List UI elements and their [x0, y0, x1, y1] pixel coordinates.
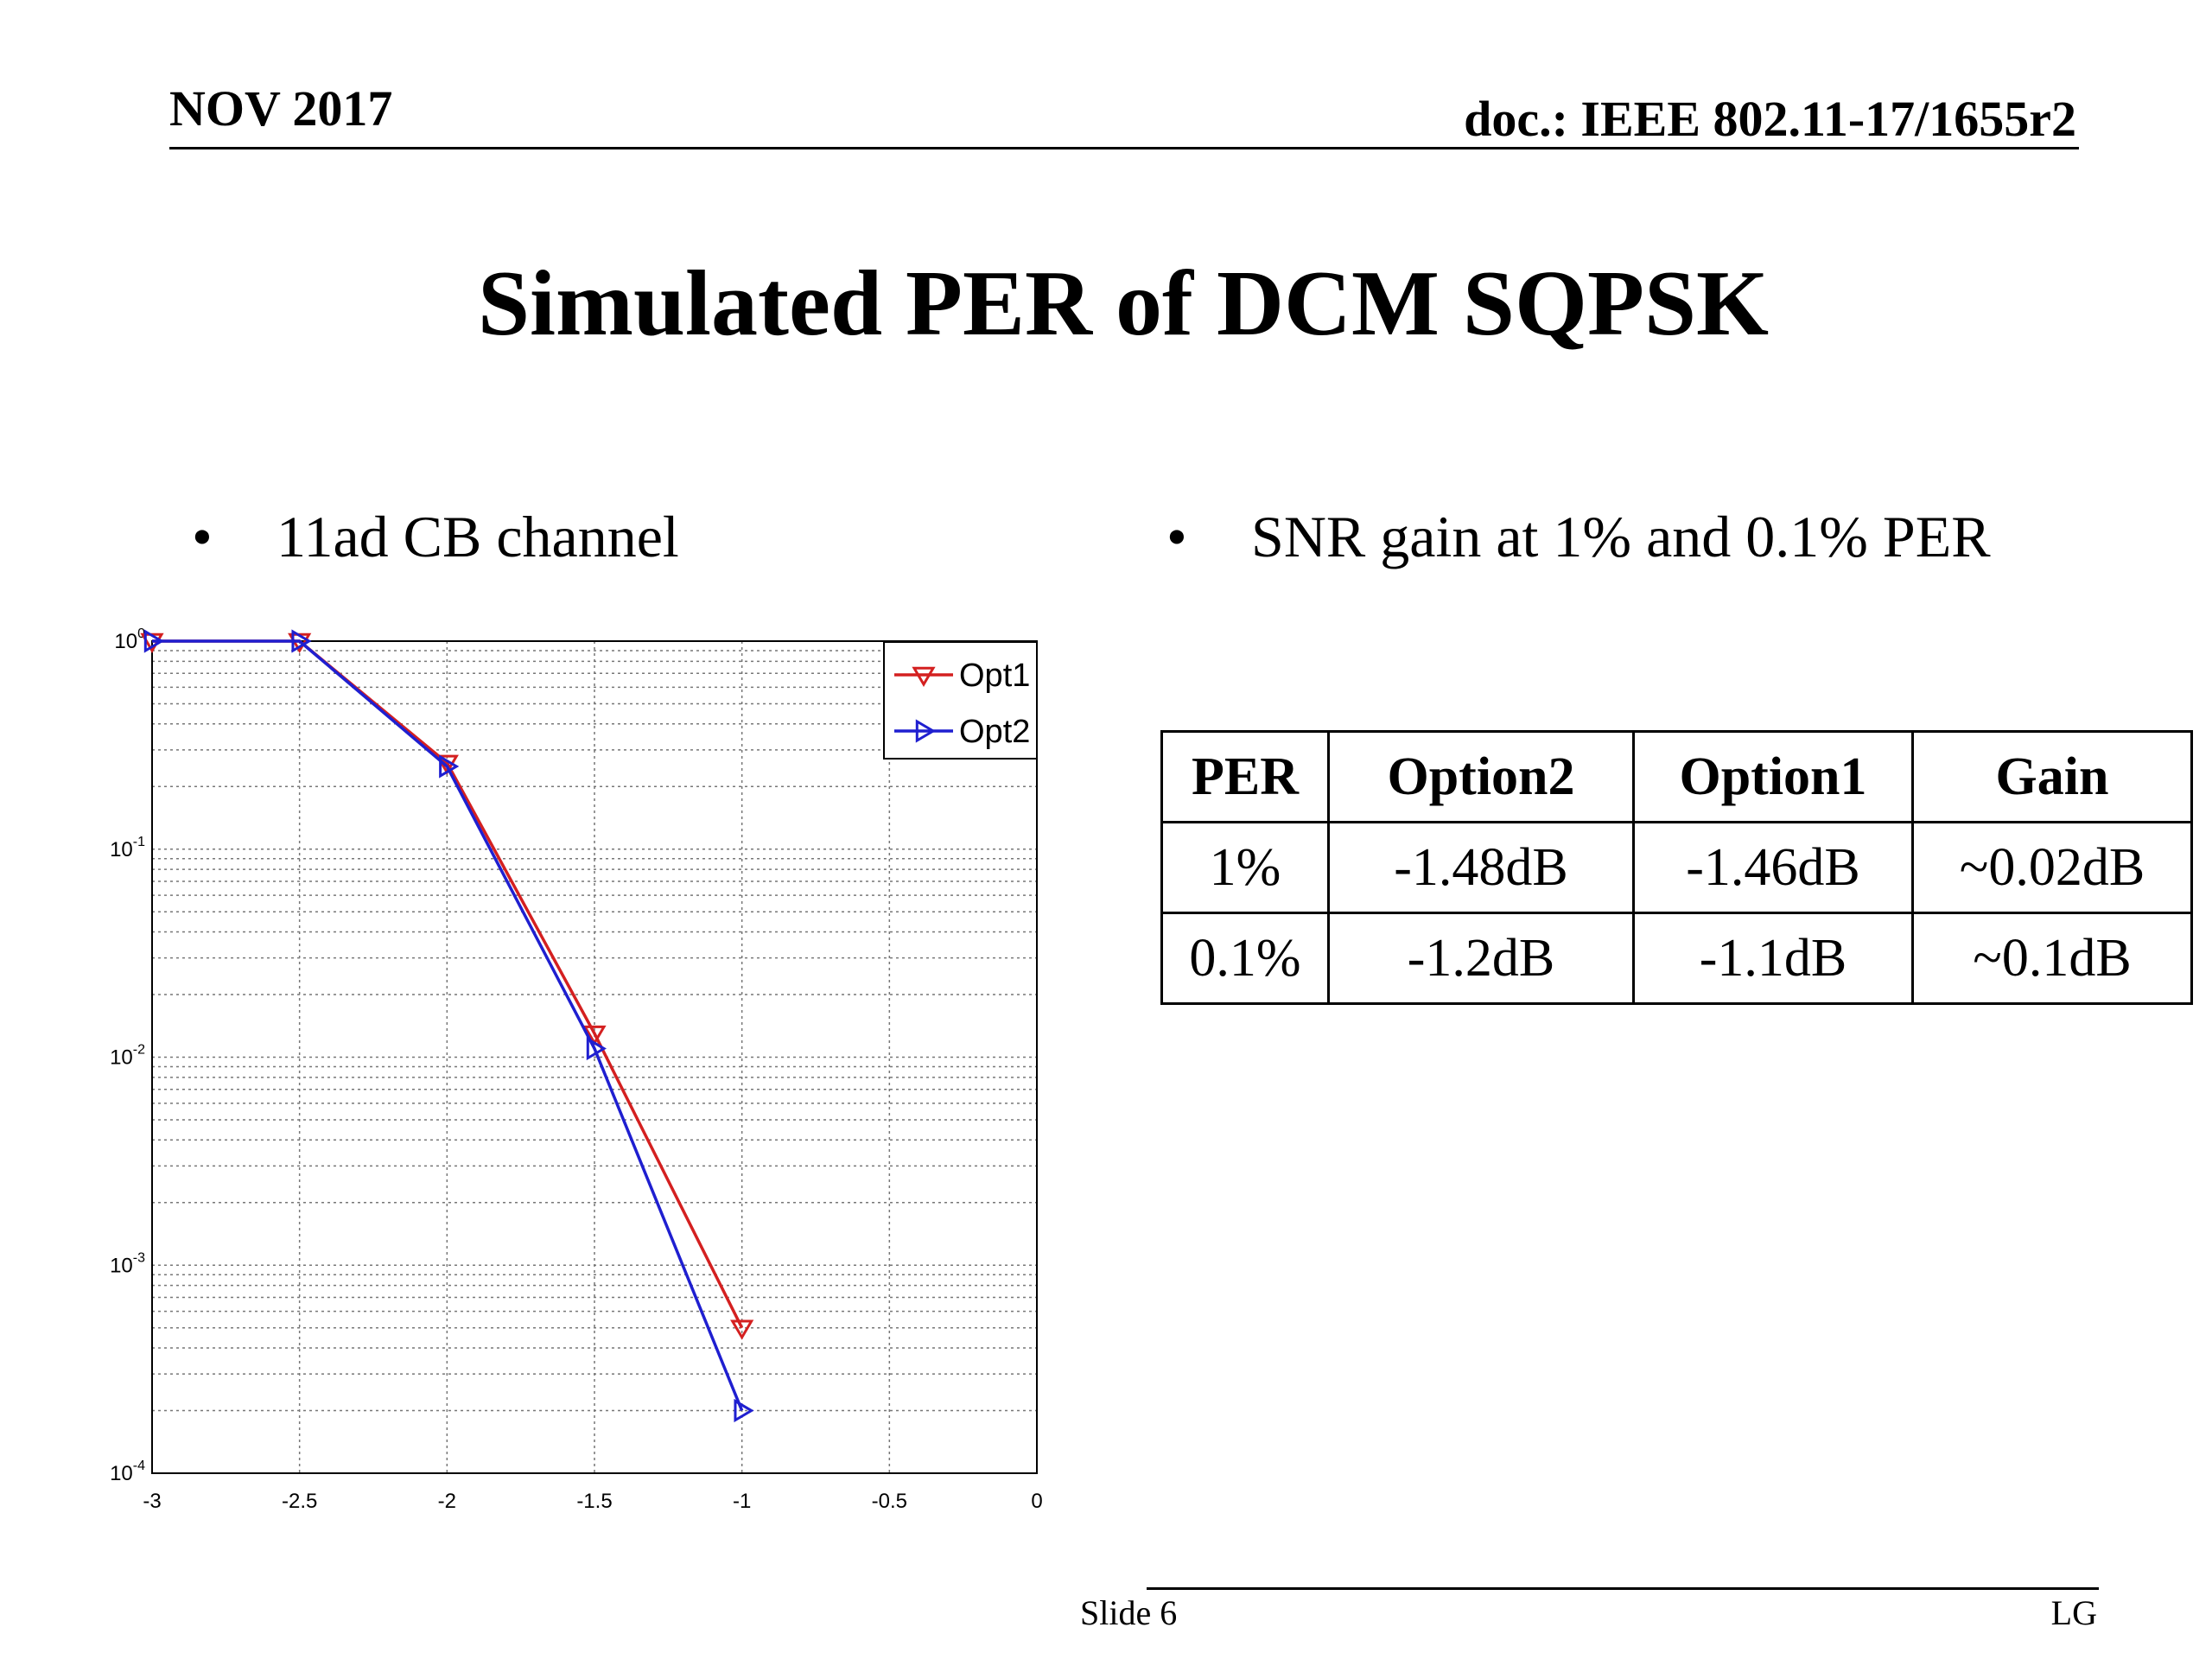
table-header-cell: Option1 [1632, 730, 1914, 823]
table-cell: 0.1% [1160, 912, 1330, 1005]
x-tick-label: 0 [1031, 1490, 1042, 1513]
data-point [586, 1036, 607, 1061]
x-tick-label: -1 [733, 1490, 751, 1513]
header-date: NOV 2017 [169, 80, 393, 137]
x-tick-label: -2 [438, 1490, 456, 1513]
x-tick-label: -2.5 [282, 1490, 317, 1513]
y-tick-label: 10-3 [110, 1250, 145, 1277]
footer-rule [1147, 1587, 2099, 1590]
data-point [439, 754, 460, 779]
x-tick-label: -0.5 [872, 1490, 907, 1513]
y-tick-label: 10-1 [110, 835, 145, 861]
bullet-marker: • [1166, 504, 1187, 569]
data-point [734, 1398, 754, 1423]
data-point [730, 1319, 754, 1340]
y-tick-label: 10-4 [110, 1459, 145, 1485]
table-cell: ~0.02dB [1911, 821, 2193, 914]
per-chart: -3 -2.5 -2 -1.5 -1 -0.5 0 100 10-1 10-2 10-3 10-4 Op… [110, 626, 1043, 1513]
slide-title: Simulated PER of DCM SQPSK [477, 252, 1770, 355]
table-row: 0.1% -1.2dB -1.1dB ~0.1dB [1160, 912, 2193, 1005]
table-header-row: PER Option2 Option1 Gain [1160, 730, 2193, 823]
x-tick-label: -3 [143, 1490, 161, 1513]
table-cell: -1.48dB [1327, 821, 1635, 914]
footer-company: LG [2050, 1593, 2097, 1632]
table-header-cell: Gain [1911, 730, 2193, 823]
series-line [152, 639, 744, 1412]
header-rule [169, 147, 2079, 149]
snr-gain-table: PER Option2 Option1 Gain 1% -1.48dB -1.4… [1160, 730, 2193, 1005]
table-header-cell: PER [1160, 730, 1330, 823]
data-point [143, 629, 164, 653]
table-row: 1% -1.48dB -1.46dB ~0.02dB [1160, 821, 2193, 914]
plot-frame [151, 640, 1038, 1474]
y-tick-label: 10-2 [110, 1043, 145, 1070]
y-tick-label: 100 [114, 626, 145, 653]
data-point [912, 666, 936, 687]
data-point [915, 719, 936, 743]
table-cell: -1.1dB [1632, 912, 1914, 1005]
data-point [582, 1025, 607, 1046]
x-tick-label: -1.5 [576, 1490, 612, 1513]
table-header-cell: Option2 [1327, 730, 1635, 823]
legend-label: Opt1 [959, 658, 1030, 694]
table-cell: 1% [1160, 821, 1330, 914]
bullet-left-text: 11ad CB channel [276, 504, 679, 569]
bullet-right-text: SNR gain at 1% and 0.1% PER [1251, 504, 1991, 569]
table-cell: -1.2dB [1327, 912, 1635, 1005]
data-point [291, 629, 312, 653]
table-cell: ~0.1dB [1911, 912, 2193, 1005]
table-cell: -1.46dB [1632, 821, 1914, 914]
legend-label: Opt2 [959, 714, 1030, 750]
bullet-marker: • [192, 504, 213, 569]
header-doc-number: doc.: IEEE 802.11-17/1655r2 [1464, 91, 2076, 147]
legend-box [883, 641, 1038, 760]
slide-number: Slide 6 [1080, 1593, 1178, 1632]
